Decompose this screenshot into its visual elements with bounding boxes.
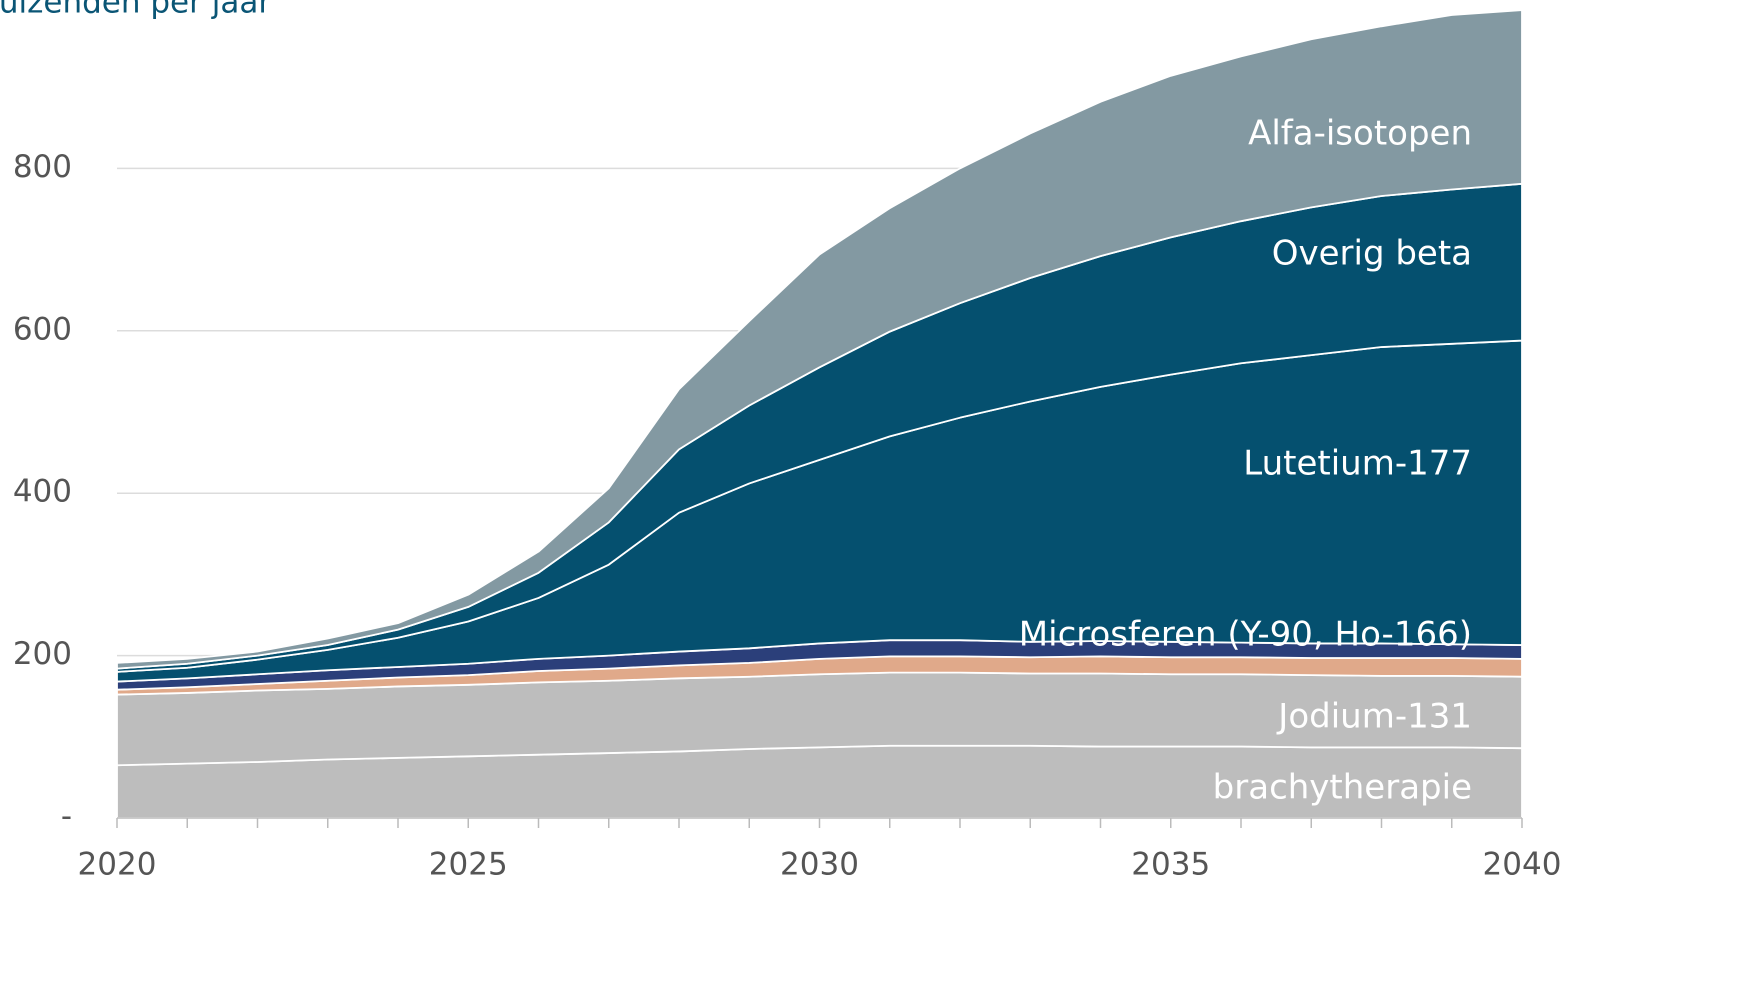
x-tick-label: 2035: [1131, 847, 1210, 883]
areas: [116, 9, 1523, 819]
y-tick-label: 400: [13, 474, 72, 510]
series-label: Microsferen (Y-90, Ho-166): [1019, 615, 1472, 655]
x-tick-label: 2040: [1483, 847, 1562, 883]
y-tick-label: 200: [13, 636, 72, 672]
series-label: brachytherapie: [1213, 768, 1472, 808]
x-tick-label: 2030: [780, 847, 859, 883]
axes: - 200 400 600 800 brachytherapie Jodium-131 Mic…: [13, 114, 1562, 883]
y-tick-label: 600: [13, 311, 72, 347]
x-tick-label: 2020: [78, 847, 157, 883]
series-label: Lutetium-177: [1243, 444, 1472, 484]
x-tick-label: 2025: [429, 847, 508, 883]
y-tick-label: 800: [13, 149, 72, 185]
series-label: Overig beta: [1272, 234, 1472, 274]
chart-title: Duizenden per jaar: [0, 0, 271, 21]
y-tick-label: -: [61, 799, 72, 835]
series-label: Jodium-131: [1276, 697, 1472, 737]
area: [116, 9, 1523, 670]
series-label: Alfa-isotopen: [1248, 114, 1472, 154]
